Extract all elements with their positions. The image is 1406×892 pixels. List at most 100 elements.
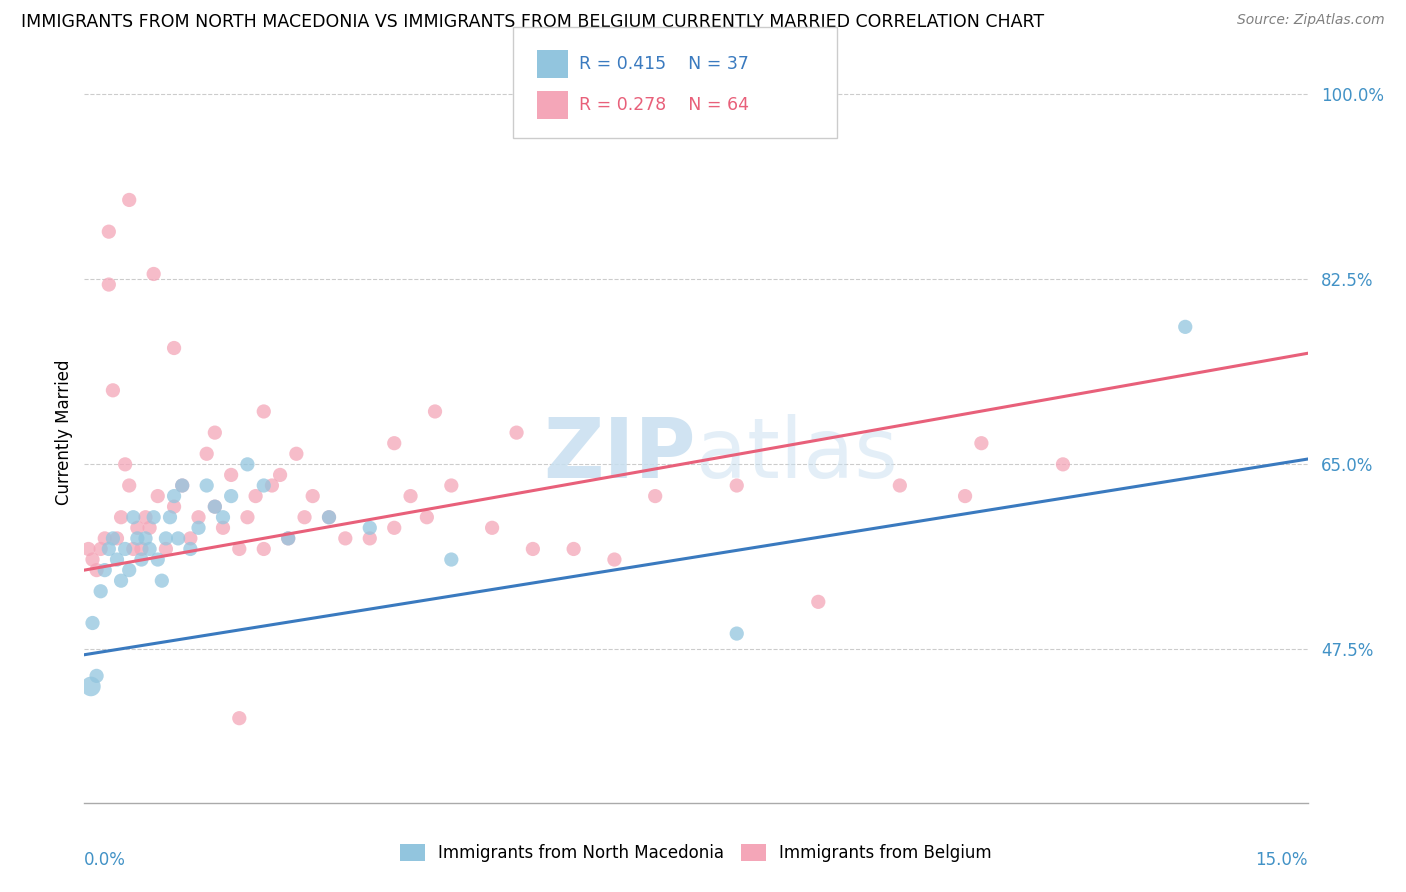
Point <box>90 541 112 556</box>
Point <box>236 510 259 524</box>
Point <box>86 669 108 683</box>
Text: R = 0.278    N = 64: R = 0.278 N = 64 <box>579 96 749 114</box>
Point <box>335 532 357 546</box>
Point <box>294 510 316 524</box>
Point <box>481 521 503 535</box>
Point <box>138 541 160 556</box>
Point <box>159 510 181 524</box>
Point <box>179 541 201 556</box>
Point <box>1174 319 1197 334</box>
Point <box>97 225 120 239</box>
Text: atlas: atlas <box>696 414 897 495</box>
Point <box>382 436 405 450</box>
Point <box>318 510 340 524</box>
Point <box>135 510 157 524</box>
Legend: Immigrants from North Macedonia, Immigrants from Belgium: Immigrants from North Macedonia, Immigra… <box>394 837 998 869</box>
Point <box>889 478 911 492</box>
Point <box>97 541 120 556</box>
Point <box>118 193 141 207</box>
Point <box>142 267 165 281</box>
Point <box>101 384 124 398</box>
Text: ZIP: ZIP <box>544 414 696 495</box>
Point <box>138 521 160 535</box>
Point <box>260 478 283 492</box>
Point <box>122 541 145 556</box>
Point <box>359 521 381 535</box>
Point <box>195 478 218 492</box>
Point <box>253 478 276 492</box>
Point <box>970 436 993 450</box>
Point <box>204 500 226 514</box>
Point <box>105 552 128 566</box>
Point <box>114 458 136 472</box>
Point <box>195 447 218 461</box>
Point <box>505 425 527 440</box>
Point <box>204 425 226 440</box>
Text: IMMIGRANTS FROM NORTH MACEDONIA VS IMMIGRANTS FROM BELGIUM CURRENTLY MARRIED COR: IMMIGRANTS FROM NORTH MACEDONIA VS IMMIG… <box>21 13 1045 31</box>
Point <box>146 552 169 566</box>
Point <box>97 277 120 292</box>
Point <box>228 711 250 725</box>
Text: Source: ZipAtlas.com: Source: ZipAtlas.com <box>1237 13 1385 28</box>
Point <box>122 510 145 524</box>
Point <box>245 489 267 503</box>
Point <box>522 541 544 556</box>
Point <box>187 521 209 535</box>
Point <box>301 489 323 503</box>
Point <box>77 541 100 556</box>
Point <box>127 532 149 546</box>
Point <box>285 447 308 461</box>
Point <box>228 541 250 556</box>
Point <box>725 626 748 640</box>
Point <box>155 532 177 546</box>
Point <box>172 478 194 492</box>
Point <box>416 510 439 524</box>
Point <box>382 521 405 535</box>
Point <box>562 541 585 556</box>
Point <box>440 552 463 566</box>
Point <box>110 574 132 588</box>
Point <box>163 341 186 355</box>
Point <box>179 532 201 546</box>
Y-axis label: Currently Married: Currently Married <box>55 359 73 506</box>
Point <box>82 615 104 630</box>
Point <box>318 510 340 524</box>
Point <box>236 458 259 472</box>
Point <box>93 563 115 577</box>
Point <box>253 404 276 418</box>
Point <box>253 541 276 556</box>
Point <box>399 489 422 503</box>
Point <box>155 541 177 556</box>
Point <box>269 467 291 482</box>
Point <box>82 552 104 566</box>
Point <box>150 574 173 588</box>
Point <box>725 478 748 492</box>
Point <box>423 404 446 418</box>
Point <box>167 532 190 546</box>
Point <box>131 552 153 566</box>
Point <box>219 489 242 503</box>
Point <box>212 521 235 535</box>
Point <box>807 595 830 609</box>
Point <box>953 489 976 503</box>
Point <box>114 541 136 556</box>
Text: 15.0%: 15.0% <box>1256 851 1308 869</box>
Point <box>277 532 299 546</box>
Point <box>172 478 194 492</box>
Point <box>90 584 112 599</box>
Point <box>1052 458 1074 472</box>
Point <box>212 510 235 524</box>
Point <box>118 478 141 492</box>
Point <box>146 489 169 503</box>
Point <box>277 532 299 546</box>
Point <box>142 510 165 524</box>
Point <box>187 510 209 524</box>
Point <box>80 680 103 694</box>
Point <box>135 532 157 546</box>
Point <box>644 489 666 503</box>
Point <box>86 563 108 577</box>
Point <box>118 563 141 577</box>
Point <box>105 532 128 546</box>
Point <box>219 467 242 482</box>
Point <box>110 510 132 524</box>
